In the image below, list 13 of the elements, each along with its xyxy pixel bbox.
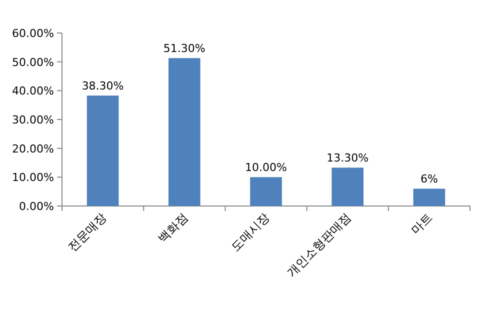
- data-label: 6%: [420, 172, 438, 186]
- y-tick-label: 60.00%: [12, 27, 54, 40]
- data-label: 51.30%: [163, 42, 206, 56]
- data-label: 38.30%: [82, 80, 124, 93]
- y-tick-label: 20.00%: [12, 142, 54, 156]
- y-tick-label: 10.00%: [12, 171, 54, 184]
- data-label: 10.00%: [245, 161, 287, 174]
- y-tick-label: 30.00%: [12, 114, 54, 126]
- y-tick-label: 0.00%: [19, 200, 54, 213]
- x-tick-label: 마트: [408, 210, 436, 238]
- data-label: 13.30%: [326, 152, 369, 165]
- y-tick-label: 50.00%: [12, 56, 54, 69]
- y-tick-label: 40.00%: [12, 84, 54, 98]
